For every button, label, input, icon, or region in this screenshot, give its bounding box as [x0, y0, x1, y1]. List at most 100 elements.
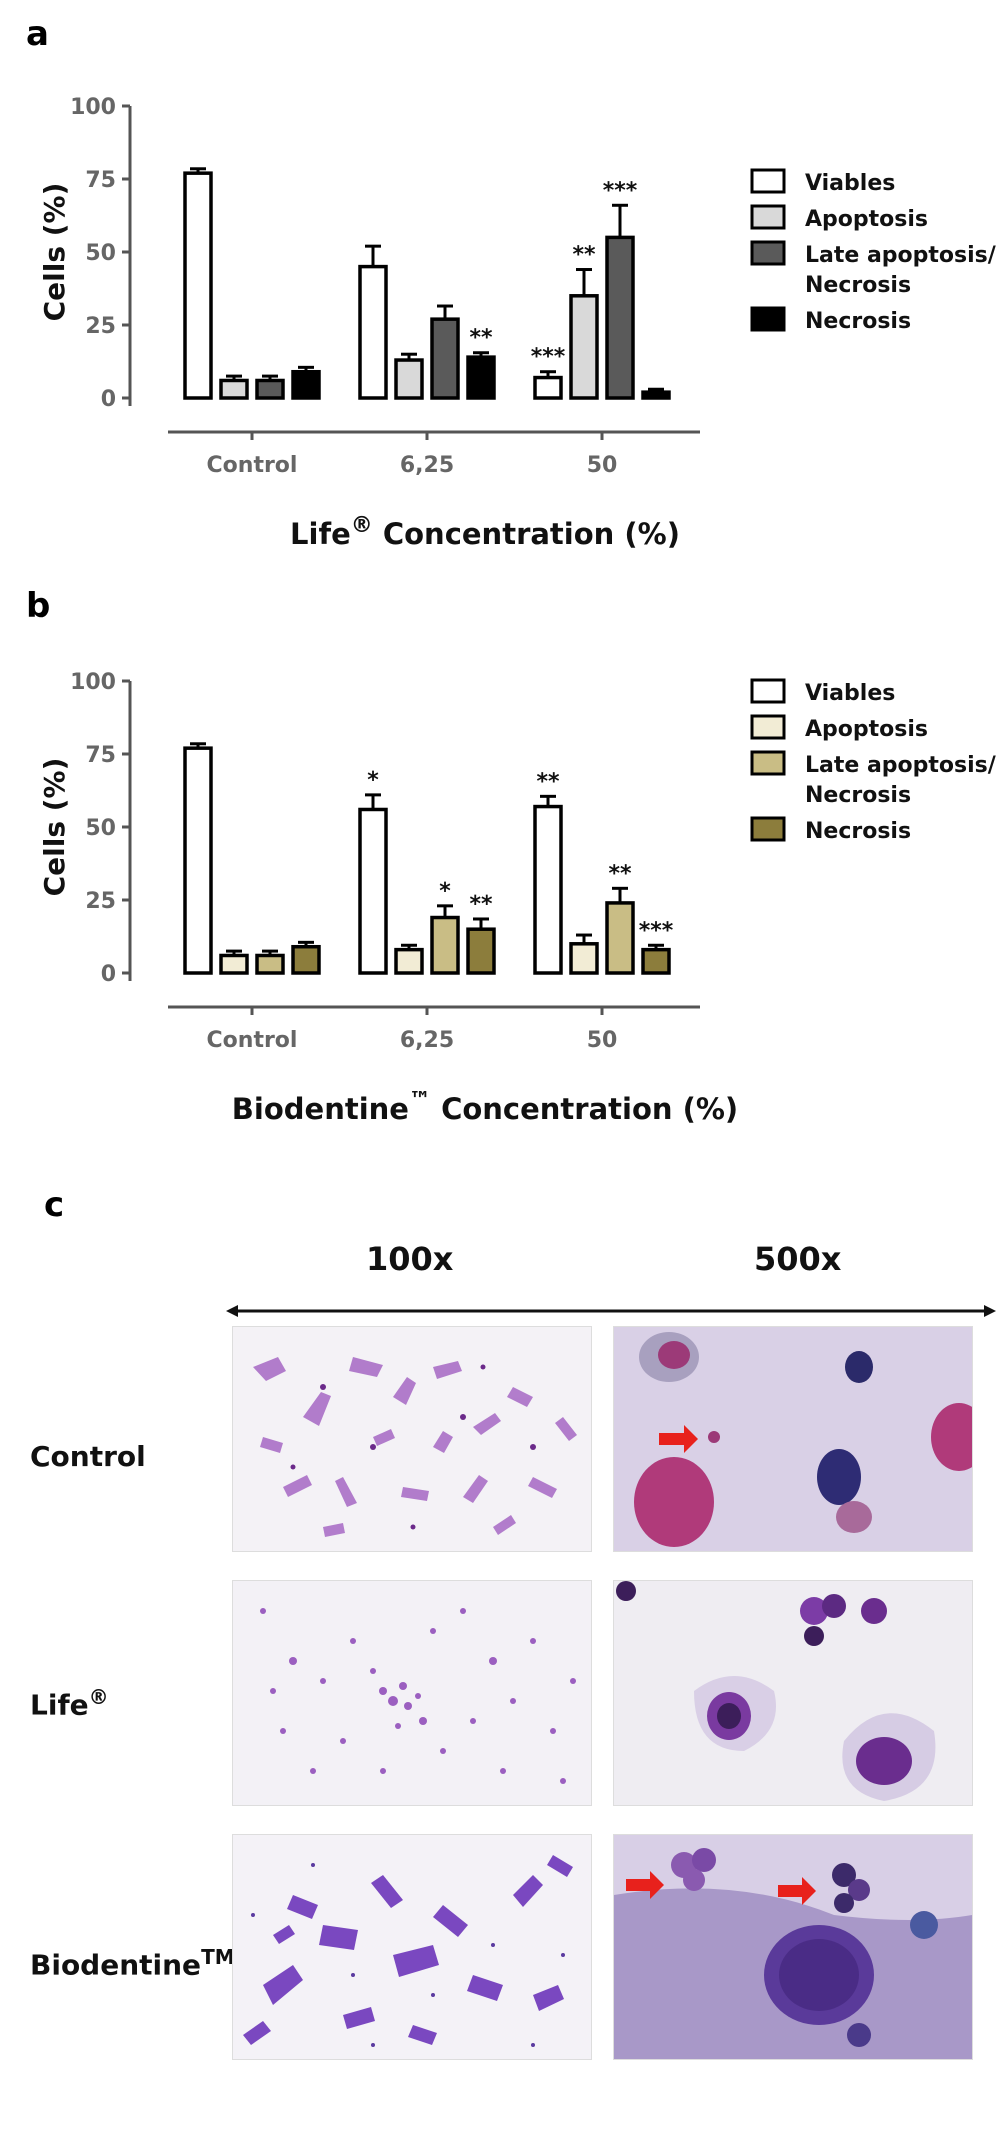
micrograph-life-500x [613, 1580, 973, 1806]
legend: Viables Apoptosis Late apoptosis/Necrosis N… [750, 678, 997, 844]
x-tick-label: 6,25 [400, 1028, 454, 1053]
legend-label: Necrosis [805, 273, 911, 298]
arrow-icon-2 [778, 1877, 816, 1905]
x-tick-label: Control [207, 1028, 298, 1053]
row-label-biodentine: BiodentineTM [30, 1945, 235, 1981]
legend-label: Viables [805, 171, 895, 196]
significance-label: *** [639, 918, 674, 943]
panel-letter-b: b [26, 586, 51, 626]
bar [430, 317, 460, 400]
bar [219, 953, 249, 975]
row-label-life-symbol: ® [88, 1685, 109, 1709]
legend-label: Late apoptosis/ [805, 243, 997, 268]
bar [358, 807, 388, 975]
y-tick-label: 0 [101, 387, 116, 412]
y-tick-label: 0 [101, 962, 116, 987]
x-tick-label: 50 [587, 1028, 618, 1053]
row-label-control: Control [30, 1440, 146, 1473]
bar [219, 378, 249, 400]
arrow-icon [659, 1425, 698, 1453]
legend-swatch [750, 678, 786, 704]
row-label-biodentine-text: Biodentine [30, 1948, 202, 1982]
bar [569, 294, 599, 400]
significance-label: * [367, 768, 379, 793]
significance-label: ** [572, 243, 596, 268]
legend-swatch [750, 306, 786, 332]
legend-label: Apoptosis [805, 717, 928, 742]
legend-label: Necrosis [805, 309, 911, 334]
x-axis-label: Biodentine™ Concentration (%) [232, 1088, 738, 1126]
y-tick-label: 100 [70, 95, 116, 120]
bar [394, 947, 424, 975]
significance-label: ** [469, 892, 493, 917]
bar [255, 378, 285, 400]
panel-letter-c: c [44, 1185, 65, 1225]
x-tick-label: Control [207, 453, 298, 478]
significance-label: ** [469, 326, 493, 351]
y-tick-label: 100 [70, 670, 116, 695]
micrograph-biodentine-500x [613, 1834, 973, 2060]
legend-label: Late apoptosis/ [805, 753, 997, 778]
micrograph-control-500x [613, 1326, 973, 1552]
bar [183, 746, 213, 975]
row-label-biodentine-symbol: TM [201, 1945, 235, 1969]
y-tick-label: 25 [85, 889, 116, 914]
y-tick-label: 50 [85, 816, 116, 841]
micrograph-control-100x [232, 1326, 592, 1552]
col-head-500x: 500x [754, 1240, 842, 1278]
bar [394, 358, 424, 400]
row-label-life-text: Life [30, 1688, 89, 1722]
bar [641, 947, 671, 975]
row-label-life: Life® [30, 1685, 109, 1721]
bar [641, 390, 671, 400]
y-axis-label: Cells (%) [38, 183, 71, 322]
y-tick-label: 25 [85, 314, 116, 339]
legend: Viables Apoptosis Late apoptosis/Necrosis N… [750, 168, 997, 334]
bar [605, 901, 635, 975]
significance-label: *** [531, 345, 566, 370]
significance-label: *** [603, 178, 638, 203]
bar [291, 369, 321, 400]
legend-swatch [750, 204, 786, 230]
x-axis-label: Life® Concentration (%) [290, 513, 680, 551]
row-label-control-text: Control [30, 1440, 146, 1473]
legend-swatch [750, 816, 786, 842]
legend-label: Apoptosis [805, 207, 928, 232]
bar [466, 927, 496, 975]
significance-label: ** [536, 769, 560, 794]
panel-letter-a: a [26, 14, 49, 54]
legend-label: Necrosis [805, 819, 911, 844]
y-tick-label: 50 [85, 241, 116, 266]
x-tick-label: 50 [587, 453, 618, 478]
bar [533, 804, 563, 975]
significance-label: ** [608, 861, 632, 886]
bar [430, 915, 460, 975]
bar [569, 942, 599, 975]
y-tick-label: 75 [85, 743, 116, 768]
y-axis-label: Cells (%) [38, 758, 71, 897]
bar [255, 953, 285, 975]
bar [466, 355, 496, 400]
micrograph-life-100x [232, 1580, 592, 1806]
y-tick-label: 75 [85, 168, 116, 193]
magnification-arrow [226, 1305, 996, 1317]
col-head-100x: 100x [366, 1240, 454, 1278]
legend-label: Necrosis [805, 783, 911, 808]
bar [605, 235, 635, 400]
arrow-icon-1 [626, 1871, 664, 1899]
significance-label: * [439, 879, 451, 904]
bar [291, 944, 321, 975]
bar [183, 171, 213, 400]
legend-swatch [750, 168, 786, 194]
legend-swatch [750, 714, 786, 740]
bar [533, 375, 563, 400]
legend-swatch [750, 240, 786, 266]
bar [358, 264, 388, 400]
legend-label: Viables [805, 681, 895, 706]
legend-swatch [750, 750, 786, 776]
x-tick-label: 6,25 [400, 453, 454, 478]
